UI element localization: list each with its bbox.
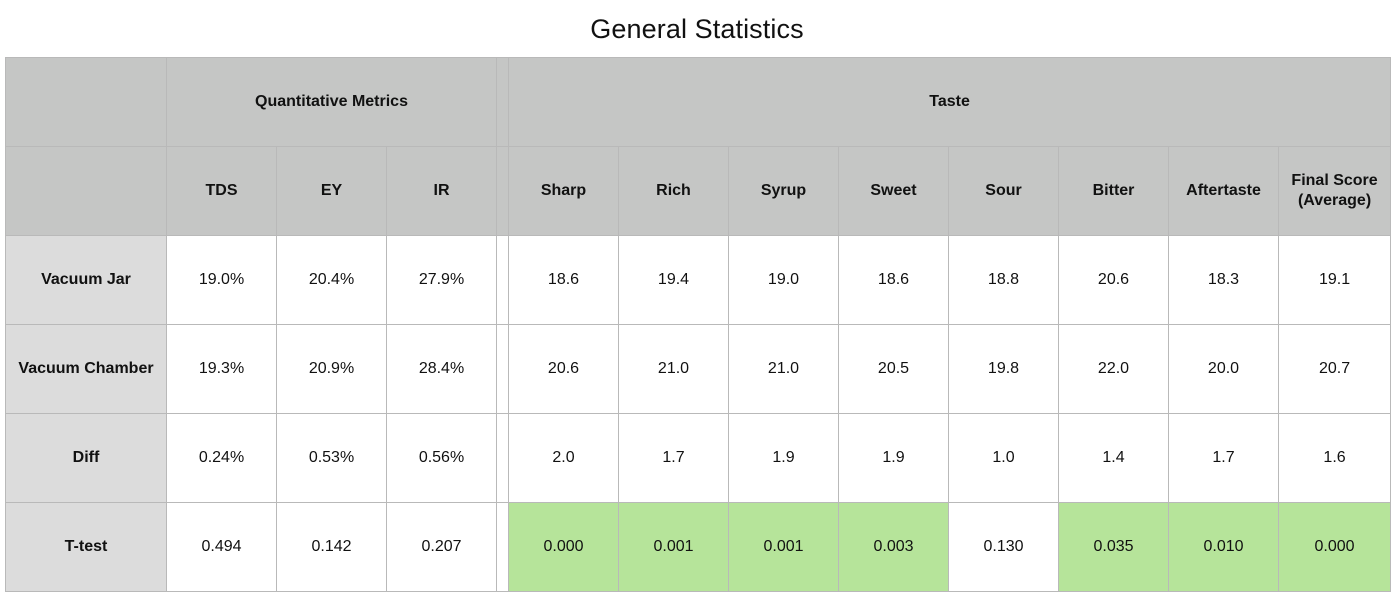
corner-cell-sub — [5, 146, 167, 236]
statistics-table: Quantitative Metrics Taste TDS EY IR Sha… — [5, 57, 1392, 592]
col-header-syrup: Syrup — [728, 146, 839, 236]
cell-sour: 18.8 — [948, 235, 1059, 325]
group-separator — [496, 235, 509, 325]
table-row: Vacuum Jar 19.0% 20.4% 27.9% 18.6 19.4 1… — [5, 235, 1392, 325]
col-header-rich: Rich — [618, 146, 729, 236]
table-row: T-test 0.494 0.142 0.207 0.000 0.001 0.0… — [5, 502, 1392, 592]
group-separator — [496, 324, 509, 414]
cell-sweet: 20.5 — [838, 324, 949, 414]
cell-ey: 0.142 — [276, 502, 387, 592]
cell-tds: 19.0% — [166, 235, 277, 325]
col-header-final-score: Final Score (Average) — [1277, 146, 1392, 236]
cell-final-score: 19.1 — [1277, 235, 1392, 325]
cell-sweet: 0.003 — [838, 502, 949, 592]
row-label: Vacuum Jar — [5, 235, 167, 325]
cell-ir: 27.9% — [386, 235, 497, 325]
cell-rich: 19.4 — [618, 235, 729, 325]
cell-sharp: 0.000 — [508, 502, 619, 592]
cell-aftertaste: 1.7 — [1168, 413, 1279, 503]
cell-sweet: 18.6 — [838, 235, 949, 325]
table-title: General Statistics — [590, 14, 804, 44]
col-header-bitter: Bitter — [1058, 146, 1169, 236]
row-label: T-test — [5, 502, 167, 592]
cell-ir: 0.56% — [386, 413, 497, 503]
table-row: Vacuum Chamber 19.3% 20.9% 28.4% 20.6 21… — [5, 324, 1392, 414]
cell-sharp: 18.6 — [508, 235, 619, 325]
cell-final-score: 0.000 — [1277, 502, 1392, 592]
final-score-line2: (Average) — [1297, 192, 1372, 209]
group-separator — [496, 502, 509, 592]
col-header-ir: IR — [386, 146, 497, 236]
cell-sharp: 2.0 — [508, 413, 619, 503]
group-separator — [496, 57, 509, 147]
cell-ey: 20.9% — [276, 324, 387, 414]
corner-cell — [5, 57, 167, 147]
cell-sweet: 1.9 — [838, 413, 949, 503]
cell-final-score: 20.7 — [1277, 324, 1392, 414]
cell-tds: 0.24% — [166, 413, 277, 503]
cell-bitter: 20.6 — [1058, 235, 1169, 325]
cell-ir: 28.4% — [386, 324, 497, 414]
group-separator — [496, 146, 509, 236]
cell-bitter: 1.4 — [1058, 413, 1169, 503]
cell-sour: 0.130 — [948, 502, 1059, 592]
cell-syrup: 19.0 — [728, 235, 839, 325]
cell-aftertaste: 20.0 — [1168, 324, 1279, 414]
col-header-aftertaste: Aftertaste — [1168, 146, 1279, 236]
group-separator — [496, 413, 509, 503]
cell-aftertaste: 0.010 — [1168, 502, 1279, 592]
row-label: Vacuum Chamber — [5, 324, 167, 414]
col-header-sour: Sour — [948, 146, 1059, 236]
cell-rich: 1.7 — [618, 413, 729, 503]
col-header-tds: TDS — [166, 146, 277, 236]
cell-bitter: 0.035 — [1058, 502, 1169, 592]
cell-ey: 0.53% — [276, 413, 387, 503]
final-score-line1: Final Score — [1291, 172, 1378, 189]
cell-rich: 21.0 — [618, 324, 729, 414]
col-header-ey: EY — [276, 146, 387, 236]
col-header-sweet: Sweet — [838, 146, 949, 236]
cell-tds: 19.3% — [166, 324, 277, 414]
cell-ey: 20.4% — [276, 235, 387, 325]
cell-syrup: 1.9 — [728, 413, 839, 503]
row-label: Diff — [5, 413, 167, 503]
cell-syrup: 21.0 — [728, 324, 839, 414]
cell-ir: 0.207 — [386, 502, 497, 592]
cell-bitter: 22.0 — [1058, 324, 1169, 414]
cell-sour: 19.8 — [948, 324, 1059, 414]
cell-aftertaste: 18.3 — [1168, 235, 1279, 325]
cell-sharp: 20.6 — [508, 324, 619, 414]
col-header-sharp: Sharp — [508, 146, 619, 236]
group-header-taste: Taste — [507, 57, 1392, 147]
cell-rich: 0.001 — [618, 502, 729, 592]
cell-tds: 0.494 — [166, 502, 277, 592]
cell-sour: 1.0 — [948, 413, 1059, 503]
group-header-quantitative: Quantitative Metrics — [166, 57, 497, 147]
table-row: Diff 0.24% 0.53% 0.56% 2.0 1.7 1.9 1.9 1… — [5, 413, 1392, 503]
cell-syrup: 0.001 — [728, 502, 839, 592]
cell-final-score: 1.6 — [1277, 413, 1392, 503]
